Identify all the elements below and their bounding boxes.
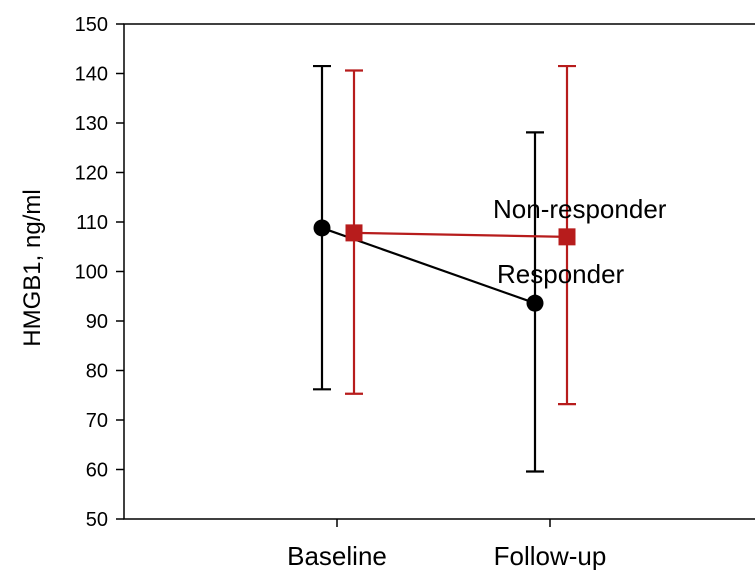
y-tick-label: 90 (86, 311, 108, 333)
y-tick-label: 140 (75, 64, 108, 86)
y-tick-label: 80 (86, 361, 108, 383)
y-tick-label: 130 (75, 113, 108, 135)
y-tick-label: 60 (86, 460, 108, 482)
y-axis-title: HMGB1, ng/ml (19, 189, 46, 346)
y-tick-label: 50 (86, 509, 108, 531)
data-point (558, 228, 576, 246)
series-non-responder (345, 64, 576, 406)
series-label-non-responder: Non-responder (493, 194, 667, 224)
plot-frame (123, 23, 755, 520)
x-axis: Baseline Follow-up (287, 519, 606, 570)
y-tick-label: 120 (75, 163, 108, 185)
y-axis: 50 60 70 80 90 100 110 120 130 140 150 (75, 14, 124, 531)
series-responder (313, 64, 544, 473)
series-line (353, 231, 568, 238)
data-point (313, 219, 331, 237)
x-category-label: Baseline (287, 541, 387, 570)
y-tick-label: 70 (86, 410, 108, 432)
y-tick-label: 110 (76, 212, 108, 234)
x-category-label: Follow-up (494, 541, 607, 570)
y-tick-label: 150 (75, 14, 108, 36)
y-tick-label: 100 (75, 262, 108, 284)
series-label-responder: Responder (497, 259, 625, 289)
series-layer (313, 64, 576, 473)
data-point (345, 224, 363, 242)
data-point (526, 294, 544, 312)
